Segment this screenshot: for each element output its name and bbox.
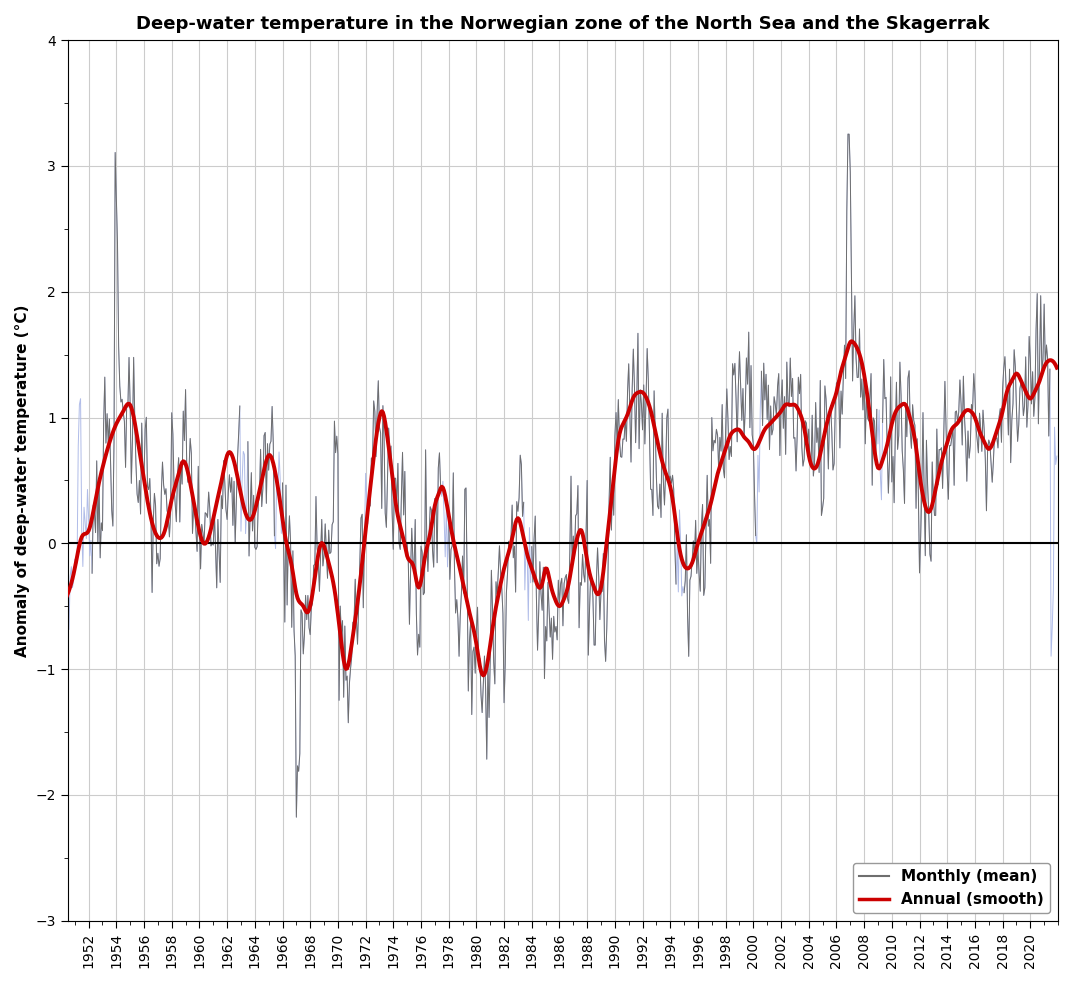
Y-axis label: Anomaly of deep-water temperature (°C): Anomaly of deep-water temperature (°C) xyxy=(15,304,30,657)
Title: Deep-water temperature in the Norwegian zone of the North Sea and the Skagerrak: Deep-water temperature in the Norwegian … xyxy=(136,15,989,33)
Legend: Monthly (mean), Annual (smooth): Monthly (mean), Annual (smooth) xyxy=(853,863,1050,913)
